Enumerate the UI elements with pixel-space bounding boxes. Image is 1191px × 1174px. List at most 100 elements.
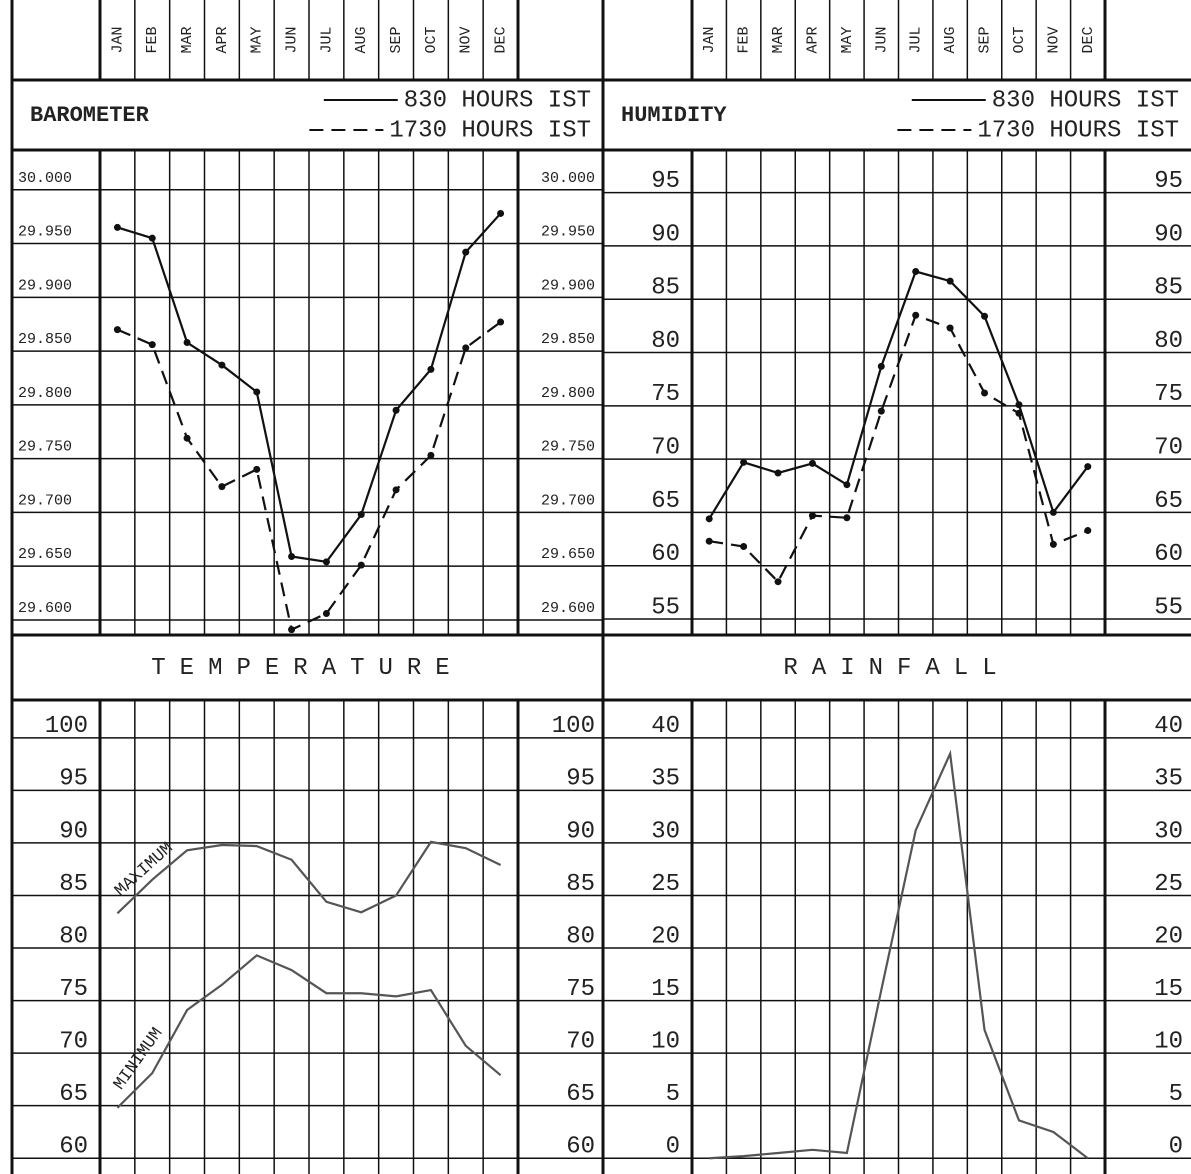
data-point (843, 481, 851, 489)
data-line (116, 840, 502, 915)
data-point (322, 609, 330, 617)
y-tick-label: 80 (651, 328, 680, 355)
data-point (946, 324, 954, 332)
data-point (705, 515, 713, 523)
data-point (877, 407, 885, 415)
y-tick-label: 85 (651, 275, 680, 302)
data-point (981, 312, 989, 320)
month-label: OCT (423, 26, 440, 53)
month-label: DEC (1080, 26, 1097, 53)
data-point (427, 365, 435, 373)
y-tick-label: 29.650 (18, 546, 72, 563)
y-tick-label-right: 60 (566, 1134, 595, 1161)
data-point (497, 318, 505, 326)
month-label: SEP (977, 26, 994, 53)
y-tick-label-right: 70 (566, 1028, 595, 1055)
y-tick-label-right: 0 (1169, 1134, 1183, 1161)
month-label: MAR (770, 26, 787, 53)
y-tick-label: 65 (651, 488, 680, 515)
chart-title: BAROMETER (30, 103, 150, 128)
y-tick-label: 75 (59, 976, 88, 1003)
data-point (981, 389, 989, 397)
y-tick-label-right: 65 (1154, 488, 1183, 515)
y-tick-label-right: 29.600 (541, 600, 595, 617)
data-point (218, 361, 226, 369)
y-tick-label: 85 (59, 871, 88, 898)
data-point (912, 311, 920, 319)
data-point (946, 277, 954, 285)
y-tick-label: 55 (651, 594, 680, 621)
chart-title: TEMPERATURE (151, 655, 463, 682)
y-tick-label: 20 (651, 923, 680, 950)
y-tick-label: 100 (45, 713, 88, 740)
month-label: SEP (388, 26, 405, 53)
y-tick-label: 0 (666, 1134, 680, 1161)
y-tick-label: 70 (651, 434, 680, 461)
data-point (843, 514, 851, 522)
data-point (113, 223, 121, 231)
data-point (740, 458, 748, 466)
y-tick-label-right: 80 (566, 923, 595, 950)
month-label: JUN (873, 26, 890, 53)
data-point (462, 344, 470, 352)
y-tick-label: 29.900 (18, 277, 72, 294)
y-tick-label-right: 15 (1154, 976, 1183, 1003)
data-point (1084, 463, 1092, 471)
data-point (774, 578, 782, 586)
y-tick-label-right: 85 (1154, 275, 1183, 302)
month-label: MAY (839, 26, 856, 53)
month-label: MAY (249, 26, 266, 53)
legend-label: 830 HOURS IST (992, 87, 1179, 114)
data-point (705, 537, 713, 545)
y-tick-label: 5 (666, 1081, 680, 1108)
data-point (113, 326, 121, 334)
y-tick-label-right: 55 (1154, 594, 1183, 621)
y-tick-label-right: 29.950 (541, 224, 595, 241)
y-tick-label-right: 80 (1154, 328, 1183, 355)
data-line (709, 313, 1089, 584)
month-label: APR (214, 26, 231, 53)
month-label: FEB (144, 26, 161, 53)
y-tick-label: 75 (651, 381, 680, 408)
data-point (357, 511, 365, 519)
data-point (808, 459, 816, 467)
legend-label: 1730 HOURS IST (389, 117, 591, 144)
y-tick-label-right: 75 (566, 976, 595, 1003)
data-point (253, 465, 261, 473)
legend-label: 830 HOURS IST (404, 87, 591, 114)
y-tick-label-right: 95 (566, 766, 595, 793)
y-tick-label: 95 (651, 168, 680, 195)
y-tick-label-right: 65 (566, 1081, 595, 1108)
y-tick-label-right: 30 (1154, 818, 1183, 845)
data-point (740, 543, 748, 551)
y-tick-label: 29.800 (18, 385, 72, 402)
y-tick-label: 70 (59, 1028, 88, 1055)
month-label: DEC (493, 26, 510, 53)
month-label: NOV (458, 26, 475, 53)
y-tick-label-right: 29.900 (541, 277, 595, 294)
chart-title: HUMIDITY (621, 103, 727, 128)
month-label: MAR (179, 26, 196, 53)
month-label: AUG (353, 26, 370, 53)
data-point (148, 234, 156, 242)
data-point (497, 209, 505, 217)
y-tick-label-right: 20 (1154, 923, 1183, 950)
y-tick-label-right: 85 (566, 871, 595, 898)
data-point (1015, 401, 1023, 409)
y-tick-label: 29.600 (18, 600, 72, 617)
y-tick-label: 30.000 (18, 170, 72, 187)
data-point (808, 512, 816, 520)
month-label: JUL (908, 26, 925, 53)
data-point (357, 561, 365, 569)
data-line (708, 270, 1089, 520)
data-point (288, 626, 296, 634)
frame (10, 0, 1191, 1174)
data-point (322, 558, 330, 566)
y-tick-label: 15 (651, 976, 680, 1003)
month-label: NOV (1045, 26, 1062, 53)
y-tick-label-right: 100 (552, 713, 595, 740)
y-tick-label: 35 (651, 766, 680, 793)
month-label: FEB (736, 26, 753, 53)
chart-title: RAINFALL (783, 655, 1010, 682)
